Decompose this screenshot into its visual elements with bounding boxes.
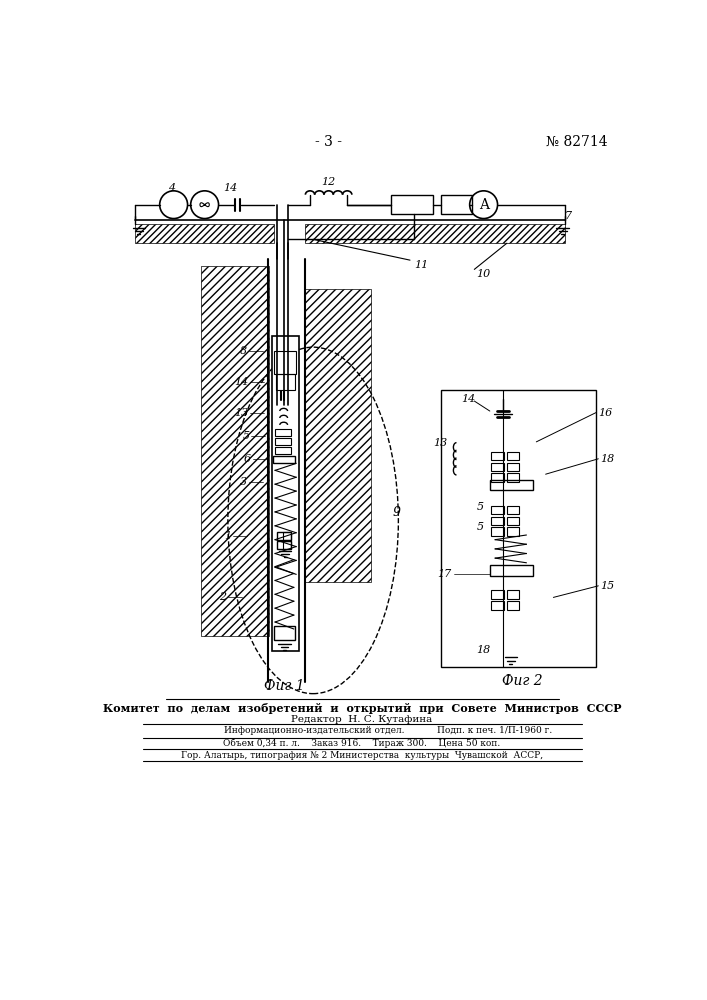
Text: № 82714: № 82714 (546, 135, 607, 149)
Bar (274, 626, 295, 640)
Text: 9: 9 (393, 506, 401, 519)
Text: 10: 10 (477, 269, 491, 279)
Bar (274, 351, 296, 374)
Text: 16: 16 (598, 408, 612, 418)
Text: 13: 13 (433, 438, 448, 448)
Text: 18: 18 (477, 645, 491, 655)
Bar (275, 438, 291, 445)
Text: 14: 14 (235, 377, 249, 387)
Text: 12: 12 (322, 177, 336, 187)
Bar (491, 517, 504, 525)
Text: 6: 6 (244, 454, 251, 464)
Bar (441, 389, 596, 667)
Text: Комитет  по  делам  изобретений  и  открытий  при  Совете  Министров  СССР: Комитет по делам изобретений и открытий … (103, 703, 621, 714)
Text: 3: 3 (240, 477, 247, 487)
Bar (491, 601, 504, 610)
Text: Объем 0,34 п. л.    Заказ 916.    Тираж 300.    Цена 50 коп.: Объем 0,34 п. л. Заказ 916. Тираж 300. Ц… (223, 738, 501, 748)
Text: 17: 17 (437, 569, 451, 579)
Bar (441, 195, 472, 214)
Text: Информационно-издательский отдел.: Информационно-издательский отдел. (224, 726, 404, 735)
Text: 1: 1 (225, 531, 232, 541)
Bar (491, 452, 504, 460)
Bar (490, 480, 533, 490)
Bar (507, 506, 519, 514)
Text: Редактор  Н. С. Кутафина: Редактор Н. С. Кутафина (291, 715, 433, 724)
Bar (283, 532, 291, 540)
Bar (276, 374, 295, 389)
Bar (491, 590, 504, 599)
Text: 5: 5 (477, 522, 484, 532)
Text: 11: 11 (414, 260, 428, 270)
Bar (507, 590, 519, 599)
Bar (507, 527, 519, 536)
Bar (135, 224, 274, 243)
Text: 15: 15 (600, 581, 614, 591)
Bar (275, 429, 291, 436)
Bar (305, 289, 371, 582)
Text: A: A (479, 198, 489, 212)
Bar (201, 266, 269, 636)
Bar (272, 336, 299, 651)
Text: 5: 5 (243, 431, 250, 441)
Bar (507, 463, 519, 471)
Text: 7: 7 (565, 211, 572, 221)
Text: 5: 5 (477, 502, 484, 512)
Text: - 3 -: - 3 - (315, 135, 342, 149)
Text: 18: 18 (600, 454, 614, 464)
Bar (305, 224, 565, 243)
Bar (276, 532, 291, 540)
Text: 13: 13 (235, 408, 249, 418)
Bar (490, 565, 533, 576)
Bar (275, 447, 291, 454)
Bar (507, 517, 519, 525)
Text: 4: 4 (168, 183, 175, 193)
Text: 2: 2 (219, 592, 226, 602)
Text: Гор. Алатырь, типография № 2 Министерства  культуры  Чувашской  АССР,: Гор. Алатырь, типография № 2 Министерств… (181, 751, 543, 760)
Bar (507, 452, 519, 460)
Bar (273, 456, 295, 463)
Text: Подп. к печ. 1/П-1960 г.: Подп. к печ. 1/П-1960 г. (437, 726, 552, 735)
Bar (283, 541, 291, 549)
Bar (507, 473, 519, 482)
Text: 14: 14 (223, 183, 238, 193)
Text: Фиг 1: Фиг 1 (264, 679, 305, 693)
Bar (391, 195, 433, 214)
Text: 8: 8 (240, 346, 247, 356)
Bar (491, 463, 504, 471)
Text: Фиг 2: Фиг 2 (502, 674, 543, 688)
Bar (491, 473, 504, 482)
Bar (507, 601, 519, 610)
Bar (276, 541, 291, 549)
Text: 14: 14 (461, 394, 475, 404)
Bar (491, 527, 504, 536)
Bar (491, 506, 504, 514)
